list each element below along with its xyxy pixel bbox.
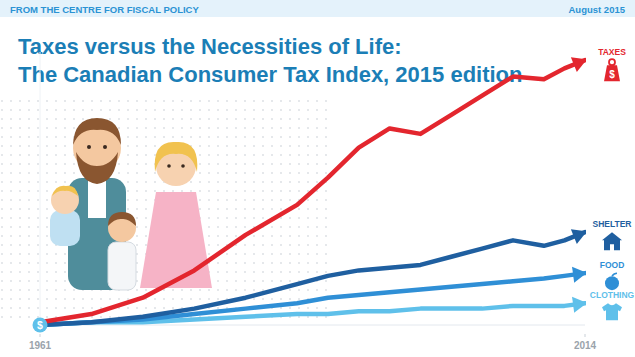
series-label: FOOD [600,260,625,270]
series-label: SHELTER [592,219,631,229]
baby-head [51,186,79,214]
weight-body [604,65,620,81]
title: Taxes versus the Necessities of Life: [18,34,402,59]
x-tick-label: 2014 [574,340,597,351]
arrow-head [571,229,586,244]
subtitle: The Canadian Consumer Tax Index, 2015 ed… [18,62,523,87]
series-label: CLOTHING [590,290,635,300]
dad-beard [76,152,118,184]
apple-stem [612,273,617,276]
y-axis-line [40,52,41,325]
series-labels: TAXES $ SHELTER FOOD CLOTHING [590,47,635,320]
eye [181,164,185,168]
series-icon [602,303,622,320]
apple [605,276,619,290]
series-line [40,60,585,322]
series-line [40,232,585,325]
background [0,0,635,357]
eye [103,145,107,149]
header-strip [0,0,635,17]
arrow-head [571,57,586,72]
x-tick-label: 1961 [29,340,52,351]
series-icon [605,273,619,290]
weight-ring [609,59,615,65]
plot-area [40,57,586,325]
family-illustration [50,118,212,290]
mom-hair [155,142,198,172]
baby-body [50,210,80,246]
series-icon [602,232,622,250]
dad-hair [73,118,121,145]
boy-body [108,242,136,290]
weight-dollar: $ [609,69,615,80]
eye [167,164,171,168]
boy-hair [108,212,136,226]
x-axis-line [40,325,585,326]
house [602,232,622,250]
series-icon: $ [604,59,620,81]
baby-hair [52,186,78,196]
start-badge [33,318,48,333]
arrow-head [572,297,586,313]
header-right: August 2015 [569,4,626,15]
chart: FROM THE CENTRE FOR FISCAL POLICY August … [0,0,635,357]
start-dollar: $ [37,319,43,331]
series-label: TAXES [598,47,626,57]
shirt [602,303,622,320]
header-left: FROM THE CENTRE FOR FISCAL POLICY [10,4,199,15]
mom-dress [140,192,212,288]
x-tick [40,334,41,337]
eye [87,145,91,149]
x-tick [585,334,586,337]
arrow-head [572,267,586,283]
